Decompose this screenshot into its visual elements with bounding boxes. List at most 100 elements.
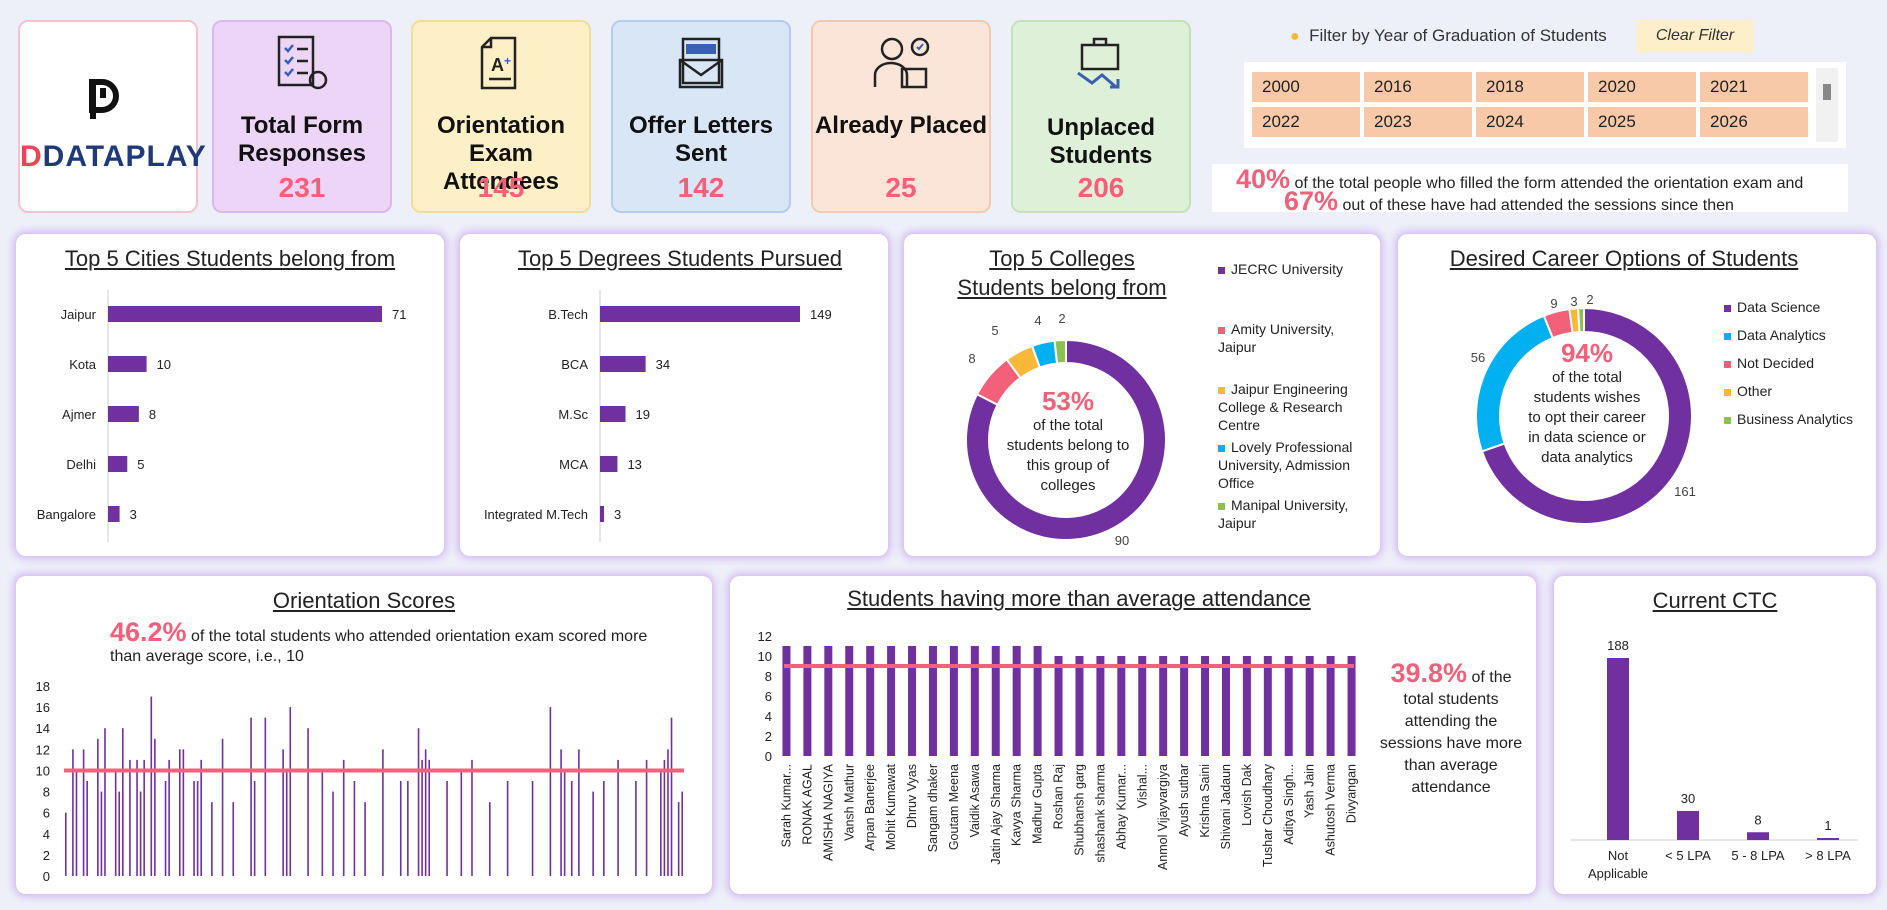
x-tick-label: RONAK AGAL: [800, 764, 814, 845]
year-option-2023[interactable]: 2023: [1364, 107, 1472, 137]
score-bar: [150, 696, 153, 876]
data-label: 3: [614, 507, 621, 522]
legend-label: Lovely Professional University, Admissio…: [1218, 439, 1353, 491]
score-bar: [353, 781, 356, 876]
attendance-bar: [1075, 656, 1084, 756]
insight-text-2: out of these have had attended the sessi…: [1342, 197, 1734, 214]
attendance-bar: [1054, 656, 1063, 756]
score-bar: [399, 781, 402, 876]
attendance-bar: [1263, 656, 1272, 756]
y-tick-label: 12: [36, 742, 50, 757]
x-tick-label: Shivani Jadaun: [1219, 764, 1233, 850]
donut-slice: [1480, 306, 1693, 525]
year-option-2021[interactable]: 2021: [1700, 72, 1808, 102]
year-option-2000[interactable]: 2000: [1252, 72, 1360, 102]
degrees-chart-title: Top 5 Degrees Students Pursued: [517, 246, 843, 271]
attendance-bar: [1117, 656, 1126, 756]
legend-item: Manipal University, Jaipur: [1218, 496, 1368, 532]
slicer-scrollbar[interactable]: [1816, 68, 1838, 142]
y-tick-label: 0: [765, 749, 772, 764]
score-bar: [232, 802, 235, 876]
careers-chart-title: Desired Career Options of Students: [1449, 246, 1799, 271]
x-tick-label: Tushar Choudhary: [1261, 763, 1275, 867]
category-label: BCA: [561, 357, 588, 372]
year-option-2018[interactable]: 2018: [1476, 72, 1584, 102]
x-tick-label: > 8 LPA: [1805, 848, 1851, 863]
category-label: Delhi: [66, 457, 96, 472]
legend-swatch: [1724, 388, 1731, 396]
legend-swatch: [1724, 304, 1731, 312]
score-bar: [86, 781, 88, 876]
legend-label: Data Analytics: [1737, 327, 1826, 343]
employee-icon: [873, 37, 930, 89]
year-option-2024[interactable]: 2024: [1476, 107, 1584, 137]
attendance-bar: [970, 646, 979, 756]
y-tick-label: 6: [43, 806, 50, 821]
year-option-2026[interactable]: 2026: [1700, 107, 1808, 137]
bar: [108, 406, 139, 422]
score-bar: [506, 781, 509, 876]
attendance-bar-chart: 0 2 4 6 8 10 12 Sarah Kumar... RONAK AGAL AMISHA …: [758, 629, 1359, 870]
careers-center-text: 94% of the total students wishes to opt …: [1528, 338, 1646, 466]
data-label: 34: [656, 357, 670, 372]
category-label: B.Tech: [548, 307, 588, 322]
attendance-bar: [1096, 656, 1105, 756]
cities-panel: Top 5 Cities Students belong from Jaipur…: [16, 234, 444, 556]
attendance-bar: [1284, 656, 1293, 756]
legend-swatch: [1724, 332, 1731, 340]
y-tick-label: 12: [758, 629, 772, 644]
svg-text:A: A: [491, 55, 504, 75]
cities-bar-chart: Jaipur 71 Kota 10 Ajmer 8 Delhi 5 Bangalore 3: [37, 290, 406, 542]
form-checklist-icon: [277, 35, 328, 90]
attendance-bar: [803, 646, 812, 756]
score-bar: [289, 707, 292, 876]
score-bar: [196, 781, 199, 876]
legend-item: Amity University, Jaipur: [1218, 320, 1368, 356]
data-label: 9: [1550, 296, 1557, 311]
x-tick-label: Kavya Sharma: [1010, 764, 1024, 846]
y-tick-label: 4: [765, 709, 772, 724]
x-tick-label: Vishal...: [1135, 764, 1149, 808]
x-tick-label: Jatin Ajay Sharma: [989, 764, 1003, 865]
legend-item: Lovely Professional University, Admissio…: [1218, 438, 1368, 492]
score-bar: [154, 738, 156, 876]
score-bar: [489, 802, 491, 876]
x-tick-label: Krishna Saini: [1198, 764, 1212, 838]
score-bar: [72, 749, 74, 876]
year-option-2016[interactable]: 2016: [1364, 72, 1472, 102]
attendance-bar: [908, 646, 917, 756]
attendance-bar: [866, 646, 875, 756]
legend-label: Amity University, Jaipur: [1218, 321, 1335, 355]
score-bar: [549, 707, 552, 876]
slicer-scroll-thumb[interactable]: [1823, 84, 1831, 100]
data-label: 8: [1754, 812, 1761, 827]
score-bar: [168, 759, 170, 876]
data-label: 56: [1471, 350, 1485, 365]
clear-filter-button[interactable]: Clear Filter: [1636, 20, 1754, 52]
brand-card: DDATAPLAY: [18, 20, 206, 213]
orientation-scores-chart: 0 2 4 6 8 10 12 14 16 18: [36, 679, 684, 884]
data-label: 5: [137, 457, 144, 472]
y-tick-label: 6: [765, 689, 772, 704]
attendance-chart-title: Students having more than average attend…: [847, 586, 1311, 611]
score-bar: [97, 738, 99, 876]
bar: [600, 456, 618, 472]
year-option-2020[interactable]: 2020: [1588, 72, 1696, 102]
score-bar: [179, 749, 181, 876]
score-bar: [253, 781, 256, 876]
bar: [108, 506, 120, 522]
bar: [600, 306, 800, 322]
score-bar: [182, 749, 185, 876]
score-bar: [118, 791, 121, 876]
attendance-bar: [1180, 656, 1189, 756]
legend-item: Other: [1724, 382, 1874, 400]
score-bar: [670, 717, 673, 876]
score-bar: [64, 812, 67, 876]
score-bar: [264, 717, 267, 876]
year-option-2022[interactable]: 2022: [1252, 107, 1360, 137]
legend-item: Business Analytics: [1724, 410, 1874, 428]
year-option-2025[interactable]: 2025: [1588, 107, 1696, 137]
y-tick-label: 14: [36, 721, 50, 736]
x-tick-label: Divyangan: [1345, 764, 1359, 823]
score-bar: [321, 770, 324, 876]
